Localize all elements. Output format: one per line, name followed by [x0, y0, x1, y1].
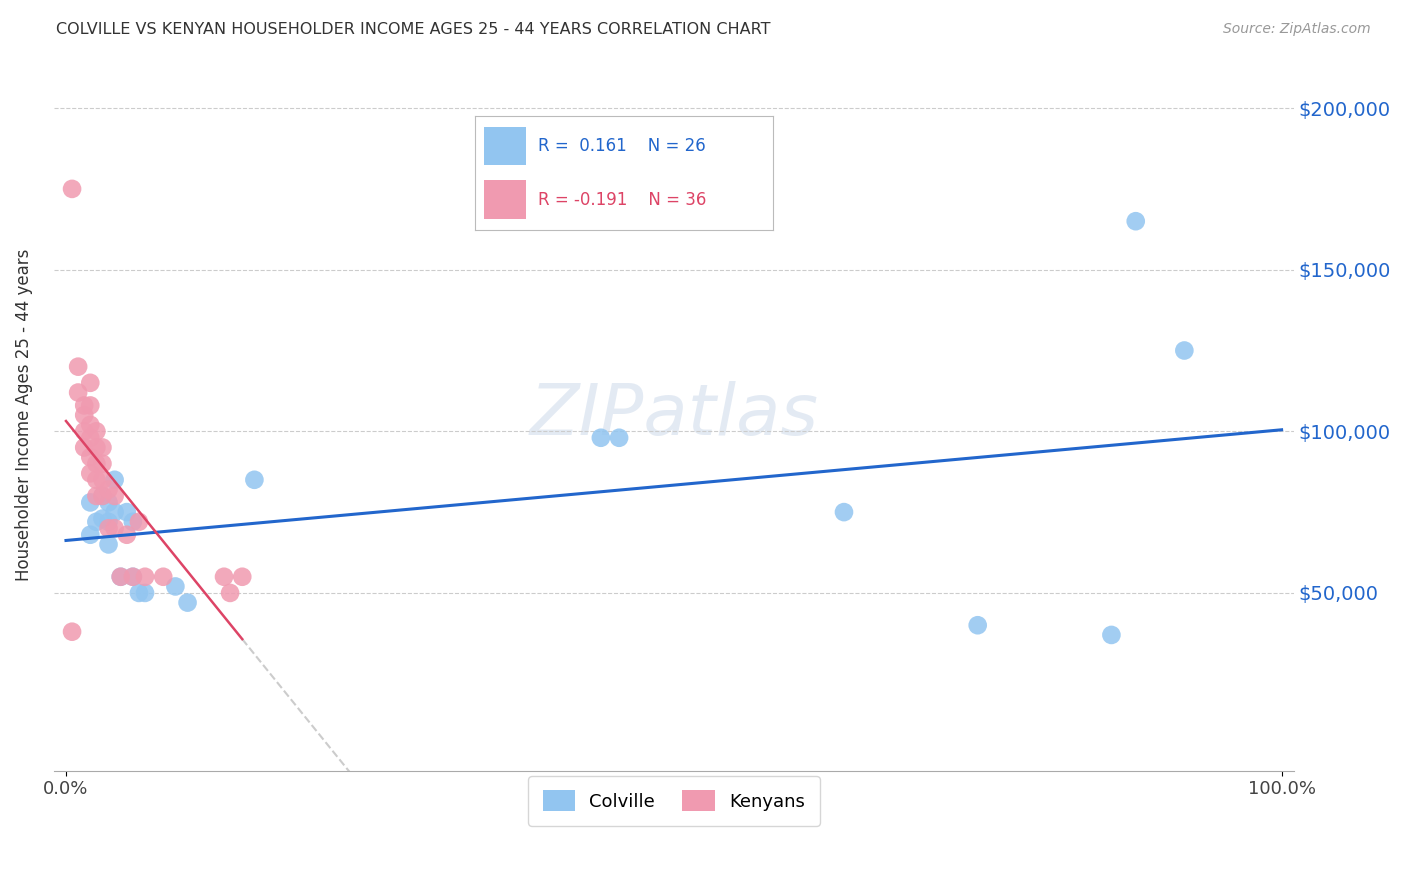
Point	[79, 417, 101, 432]
Point	[79, 495, 101, 509]
Point	[110, 570, 132, 584]
Point	[115, 505, 138, 519]
Point	[73, 408, 96, 422]
Point	[73, 441, 96, 455]
Point	[79, 399, 101, 413]
Text: Source: ZipAtlas.com: Source: ZipAtlas.com	[1223, 22, 1371, 37]
Point	[212, 570, 235, 584]
Point	[104, 489, 127, 503]
Point	[79, 431, 101, 445]
Point	[97, 495, 120, 509]
Point	[86, 489, 108, 503]
Point	[128, 586, 150, 600]
Point	[110, 570, 132, 584]
Point	[91, 511, 114, 525]
Point	[86, 457, 108, 471]
Y-axis label: Householder Income Ages 25 - 44 years: Householder Income Ages 25 - 44 years	[15, 249, 32, 582]
Point	[73, 399, 96, 413]
Point	[91, 441, 114, 455]
Point	[607, 431, 630, 445]
Point	[104, 473, 127, 487]
Point	[60, 624, 83, 639]
Point	[104, 521, 127, 535]
Point	[91, 489, 114, 503]
Point	[67, 385, 90, 400]
Legend: Colville, Kenyans: Colville, Kenyans	[529, 776, 820, 826]
Point	[79, 450, 101, 465]
Point	[91, 457, 114, 471]
Point	[231, 570, 253, 584]
Point	[60, 182, 83, 196]
Point	[165, 579, 187, 593]
Point	[176, 596, 198, 610]
Point	[79, 467, 101, 481]
Point	[121, 570, 143, 584]
Point	[134, 586, 156, 600]
Point	[97, 537, 120, 551]
Point	[589, 431, 612, 445]
Point	[121, 515, 143, 529]
Point	[67, 359, 90, 374]
Point	[134, 570, 156, 584]
Point	[243, 473, 266, 487]
Point	[966, 618, 988, 632]
Point	[97, 483, 120, 497]
Point	[219, 586, 242, 600]
Point	[91, 473, 114, 487]
Point	[1099, 628, 1122, 642]
Point	[1125, 214, 1147, 228]
Point	[1173, 343, 1195, 358]
Point	[832, 505, 855, 519]
Point	[79, 376, 101, 390]
Point	[128, 515, 150, 529]
Point	[97, 521, 120, 535]
Point	[86, 441, 108, 455]
Point	[104, 505, 127, 519]
Point	[79, 527, 101, 541]
Point	[97, 515, 120, 529]
Text: COLVILLE VS KENYAN HOUSEHOLDER INCOME AGES 25 - 44 YEARS CORRELATION CHART: COLVILLE VS KENYAN HOUSEHOLDER INCOME AG…	[56, 22, 770, 37]
Point	[121, 570, 143, 584]
Point	[91, 489, 114, 503]
Point	[152, 570, 174, 584]
Text: ZIPatlas: ZIPatlas	[529, 381, 818, 450]
Point	[115, 527, 138, 541]
Point	[86, 515, 108, 529]
Point	[86, 425, 108, 439]
Point	[73, 425, 96, 439]
Point	[86, 473, 108, 487]
